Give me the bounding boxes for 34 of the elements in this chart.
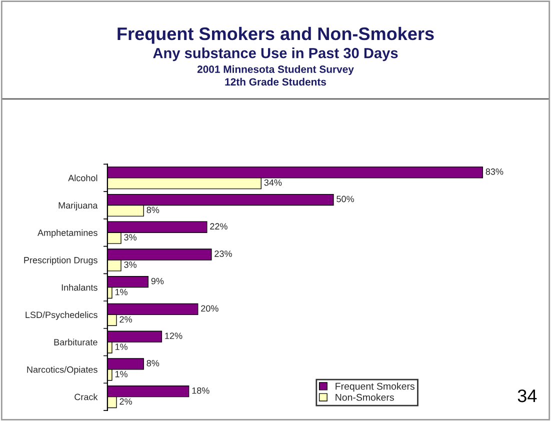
data-label: 12% bbox=[165, 332, 182, 339]
data-label: 1% bbox=[115, 370, 128, 378]
data-label: 3% bbox=[124, 261, 137, 268]
text: 2001 Minnesota Student Survey bbox=[197, 65, 354, 75]
y-tick-label: Barbiturate bbox=[54, 338, 98, 346]
chart-title: Frequent Smokers and Non-Smokers bbox=[118, 26, 434, 44]
data-label: 22% bbox=[210, 223, 228, 230]
legend-label: Non-Smokers bbox=[336, 394, 394, 401]
data-label: 9% bbox=[151, 278, 164, 284]
data-label: 23% bbox=[214, 250, 232, 257]
data-label: 8% bbox=[146, 206, 160, 214]
y-tick-label: Prescription Drugs bbox=[24, 256, 98, 266]
y-tick-label: Crack bbox=[74, 394, 98, 400]
y-tick-label: Inhalants bbox=[62, 284, 98, 291]
chart-subtitle: Any substance Use in Past 30 Days bbox=[153, 48, 398, 62]
data-label: 83% bbox=[486, 168, 504, 175]
text: 34 bbox=[518, 389, 537, 402]
y-tick-label: Narcotics/Opiates bbox=[27, 366, 98, 375]
y-tick-label: Amphetamines bbox=[38, 229, 98, 238]
data-label: 1% bbox=[115, 288, 128, 296]
data-label: 18% bbox=[192, 387, 210, 394]
data-label: 20% bbox=[201, 305, 218, 312]
data-label: 1% bbox=[115, 344, 128, 350]
data-label: 34% bbox=[264, 179, 282, 186]
y-tick-label: Marijuana bbox=[58, 202, 98, 210]
data-label: 3% bbox=[124, 234, 137, 240]
data-label: 2% bbox=[120, 316, 132, 323]
data-label: 8% bbox=[146, 360, 160, 366]
legend-label: Frequent Smokers bbox=[336, 382, 414, 392]
data-label: 2% bbox=[120, 398, 132, 405]
text: 12th Grade Students bbox=[225, 78, 326, 86]
y-tick-label: LSD/Psychedelics bbox=[26, 311, 98, 320]
data-label: 50% bbox=[336, 196, 354, 202]
y-tick-label: Alcohol bbox=[68, 174, 98, 182]
